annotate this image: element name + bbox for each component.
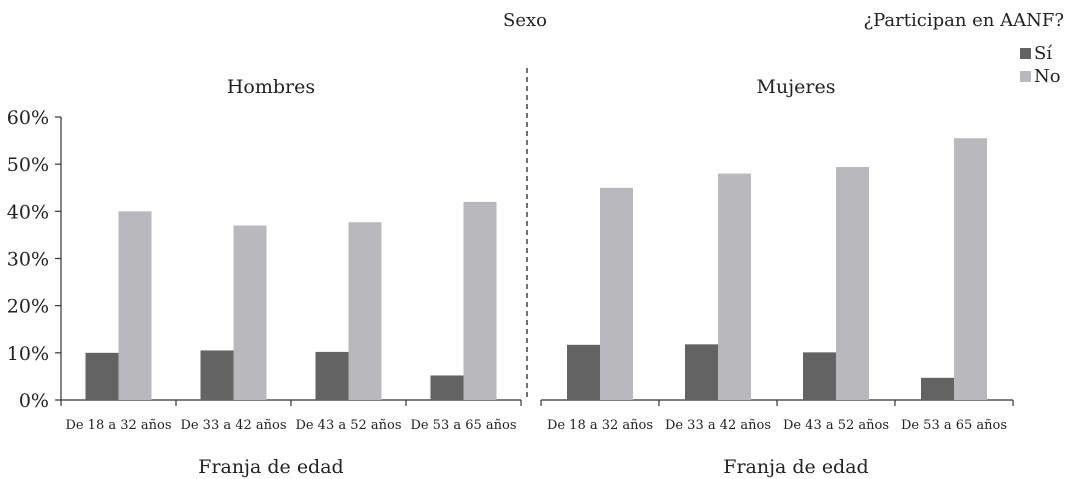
- y-tick-label: 0%: [19, 390, 49, 412]
- panel-label: Hombres: [227, 76, 315, 98]
- legend-title: ¿Participan en AANF?: [863, 10, 1064, 31]
- bar-no: [233, 225, 267, 400]
- bar-si: [921, 377, 954, 400]
- x-axis-label: Franja de edad: [198, 456, 343, 478]
- y-tick-label: 20%: [7, 296, 49, 318]
- bar-no: [118, 211, 152, 400]
- bar-no: [600, 187, 633, 400]
- x-tick-label: De 18 a 32 años: [65, 418, 171, 433]
- bar-no: [463, 201, 497, 400]
- chart-title: Sexo: [503, 10, 547, 31]
- bar-si: [315, 351, 349, 400]
- x-tick-label: De 53 a 65 años: [410, 418, 516, 433]
- bar-no: [954, 138, 987, 400]
- bar-no: [348, 222, 382, 400]
- bar-si: [200, 350, 234, 400]
- y-tick-label: 50%: [7, 154, 49, 176]
- legend: Sí No: [1020, 43, 1061, 87]
- bar-si: [430, 375, 464, 400]
- bar-si: [803, 352, 836, 400]
- y-axis: 0% 10% 20% 30% 40% 50% 60%: [7, 107, 62, 412]
- y-tick-label: 10%: [7, 343, 49, 365]
- legend-label-si: Sí: [1034, 43, 1052, 64]
- y-tick-label: 40%: [7, 201, 49, 223]
- x-tick-label: De 53 a 65 años: [901, 418, 1007, 433]
- x-tick-label: De 43 a 52 años: [295, 418, 401, 433]
- x-tick-label: De 33 a 42 años: [180, 418, 286, 433]
- bar-si: [85, 352, 119, 400]
- x-tick-label: De 43 a 52 años: [783, 418, 889, 433]
- bar-si: [567, 344, 600, 400]
- panel-0: Hombres Franja de edad De 18 a 32 años De 3…: [60, 76, 522, 478]
- x-tick-label: De 18 a 32 años: [547, 418, 653, 433]
- legend-swatch-si: [1020, 48, 1031, 59]
- bar-no: [718, 173, 751, 400]
- x-axis-label: Franja de edad: [723, 456, 868, 478]
- bar-no: [836, 166, 869, 400]
- bar-si: [685, 344, 718, 400]
- panel-label: Mujeres: [757, 76, 836, 98]
- panel-1: Mujeres Franja de edad De 18 a 32 años De 3…: [540, 76, 1014, 478]
- y-tick-label: 60%: [7, 107, 49, 129]
- y-tick-label: 30%: [7, 249, 49, 271]
- legend-label-no: No: [1034, 66, 1061, 87]
- x-tick-label: De 33 a 42 años: [665, 418, 771, 433]
- legend-swatch-no: [1020, 71, 1031, 82]
- panels: Hombres Franja de edad De 18 a 32 años De 3…: [60, 76, 1014, 478]
